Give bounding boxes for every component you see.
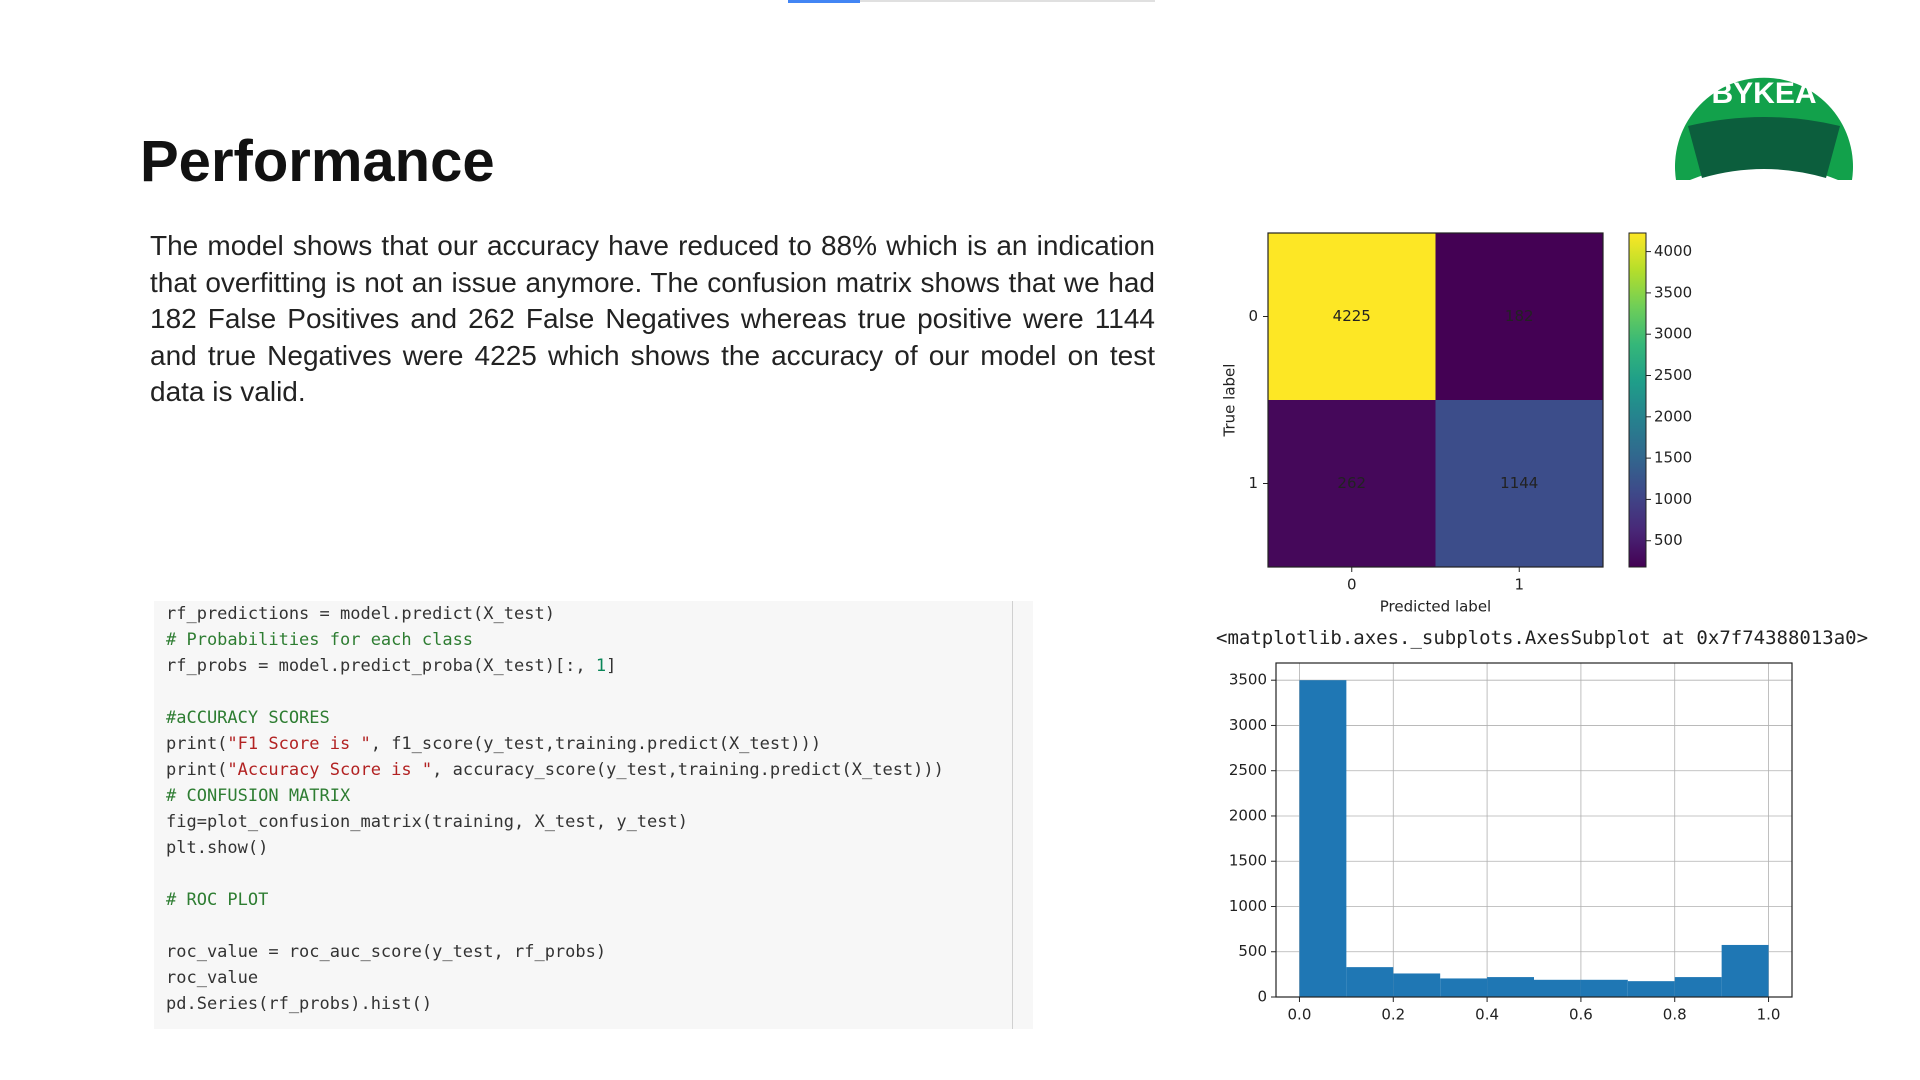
colorbar-tick-label: 500 [1654,531,1683,549]
heatmap-cell [1268,400,1436,567]
code-token: 1 [595,656,607,676]
x-tick-label: 1.0 [1757,1006,1781,1024]
y-tick-label: 1500 [1229,852,1267,870]
colorbar-tick-label: 2500 [1654,366,1692,384]
x-tick-label: 0.0 [1288,1006,1312,1024]
code-cell: rf_predictions = model.predict(X_test) # … [154,601,1033,1029]
bar [1393,973,1441,997]
colorbar [1628,232,1647,568]
logo-text: BYKEA [1711,77,1816,110]
cell-output: <matplotlib.axes._subplots.AxesSubplot a… [1216,627,1869,649]
bar [1721,944,1769,997]
y-tick-label: 1 [1248,474,1258,492]
slide-title: Performance [140,129,495,194]
code-line: fig=plot_confusion_matrix(training, X_te… [166,809,1013,835]
code-line: rf_predictions = model.predict(X_test) [166,601,1013,627]
code-token: # ROC PLOT [166,890,269,910]
x-tick-label: 1 [1514,576,1524,594]
code-token: , f1_score(y_test,training.predict(X_tes… [370,734,822,754]
x-tick-label: 0.4 [1475,1006,1499,1024]
colorbar-tick-label: 2000 [1654,407,1692,425]
plot-frame [1267,232,1604,568]
code-line: #aCCURACY SCORES [166,705,1013,731]
code-block: #aCCURACY SCORES print("F1 Score is ", f1… [166,705,1013,861]
code-line: # CONFUSION MATRIX [166,783,1013,809]
colorbar-tick-label: 1000 [1654,490,1692,508]
code-token: rf_probs = model.predict_proba(X_test)[:… [166,656,596,676]
cell-label: 4225 [1333,307,1371,325]
colorbar-tick-label: 3500 [1654,283,1692,301]
cell-label: 1144 [1500,474,1538,492]
x-axis-label: Predicted label [1380,598,1491,616]
code-block: roc_value = roc_auc_score(y_test, rf_pro… [166,939,1013,1017]
code-token: print( [166,760,228,780]
x-tick-label: 0.6 [1569,1006,1593,1024]
code-line: roc_value [166,965,1013,991]
code-line: # Probabilities for each class [166,627,1013,653]
bar [1346,967,1394,997]
plot-frame [1275,662,1793,998]
cell-label: 182 [1505,307,1534,325]
code-token: pd.Series(rf_probs).hist() [166,994,433,1014]
code-token: , accuracy_score(y_test,training.predict… [432,760,944,780]
bar [1674,977,1722,997]
y-tick-label: 1000 [1229,897,1267,915]
code-line: rf_probs = model.predict_proba(X_test)[:… [166,653,1013,679]
code-token: fig=plot_confusion_matrix(training, X_te… [166,812,688,832]
body-text: The model shows that our accuracy have r… [150,230,1155,407]
bar [1299,680,1347,997]
y-tick-label: 0 [1257,988,1267,1006]
y-tick-label: 3500 [1229,671,1267,689]
code-line: # ROC PLOT [166,887,1013,913]
bar [1487,977,1534,997]
y-tick-label: 500 [1238,942,1267,960]
code-token: roc_value = roc_auc_score(y_test, rf_pro… [166,942,607,962]
bar [1580,979,1628,997]
x-tick-label: 0.2 [1381,1006,1405,1024]
code-token: ] [606,656,617,676]
code-block: # ROC PLOT [166,887,1013,913]
code-token: "F1 Score is " [227,734,371,754]
x-tick-label: 0 [1347,576,1357,594]
progress-active [788,0,860,3]
code-line: roc_value = roc_auc_score(y_test, rf_pro… [166,939,1013,965]
y-axis-label: True label [1221,364,1239,438]
code-token: # CONFUSION MATRIX [166,786,351,806]
bar [1534,979,1581,997]
y-tick-label: 2000 [1229,806,1267,824]
logo-band [1688,117,1840,178]
y-tick-label: 3000 [1229,716,1267,734]
cell-label: 262 [1337,474,1366,492]
code-token: plt.show() [166,838,269,858]
code-token: print( [166,734,228,754]
colorbar-tick-label: 3000 [1654,325,1692,343]
heatmap-cell [1268,233,1436,400]
code-token: rf_predictions = model.predict(X_test) [166,604,555,624]
logo: BYKEA [1675,77,1854,180]
colorbar-tick-label: 1500 [1654,449,1692,467]
code-token: # Probabilities for each class [166,630,474,650]
code-line: plt.show() [166,835,1013,861]
y-tick-label: 2500 [1229,761,1267,779]
bar [1440,978,1488,997]
y-tick-label: 0 [1248,307,1258,325]
code-token: roc_value [166,968,259,988]
heatmap-cell [1435,233,1603,400]
colorbar-tick-label: 4000 [1654,242,1692,260]
x-tick-label: 0.8 [1663,1006,1687,1024]
bar [1627,981,1675,997]
heatmap-cell [1435,400,1603,567]
progress-track [860,0,1155,2]
code-block: rf_predictions = model.predict(X_test) # … [166,601,1013,679]
code-line: print("F1 Score is ", f1_score(y_test,tr… [166,731,1013,757]
code-line: pd.Series(rf_probs).hist() [166,991,1013,1017]
code-token: #aCCURACY SCORES [166,708,330,728]
code-line: print("Accuracy Score is ", accuracy_sco… [166,757,1013,783]
code-token: "Accuracy Score is " [227,760,433,780]
